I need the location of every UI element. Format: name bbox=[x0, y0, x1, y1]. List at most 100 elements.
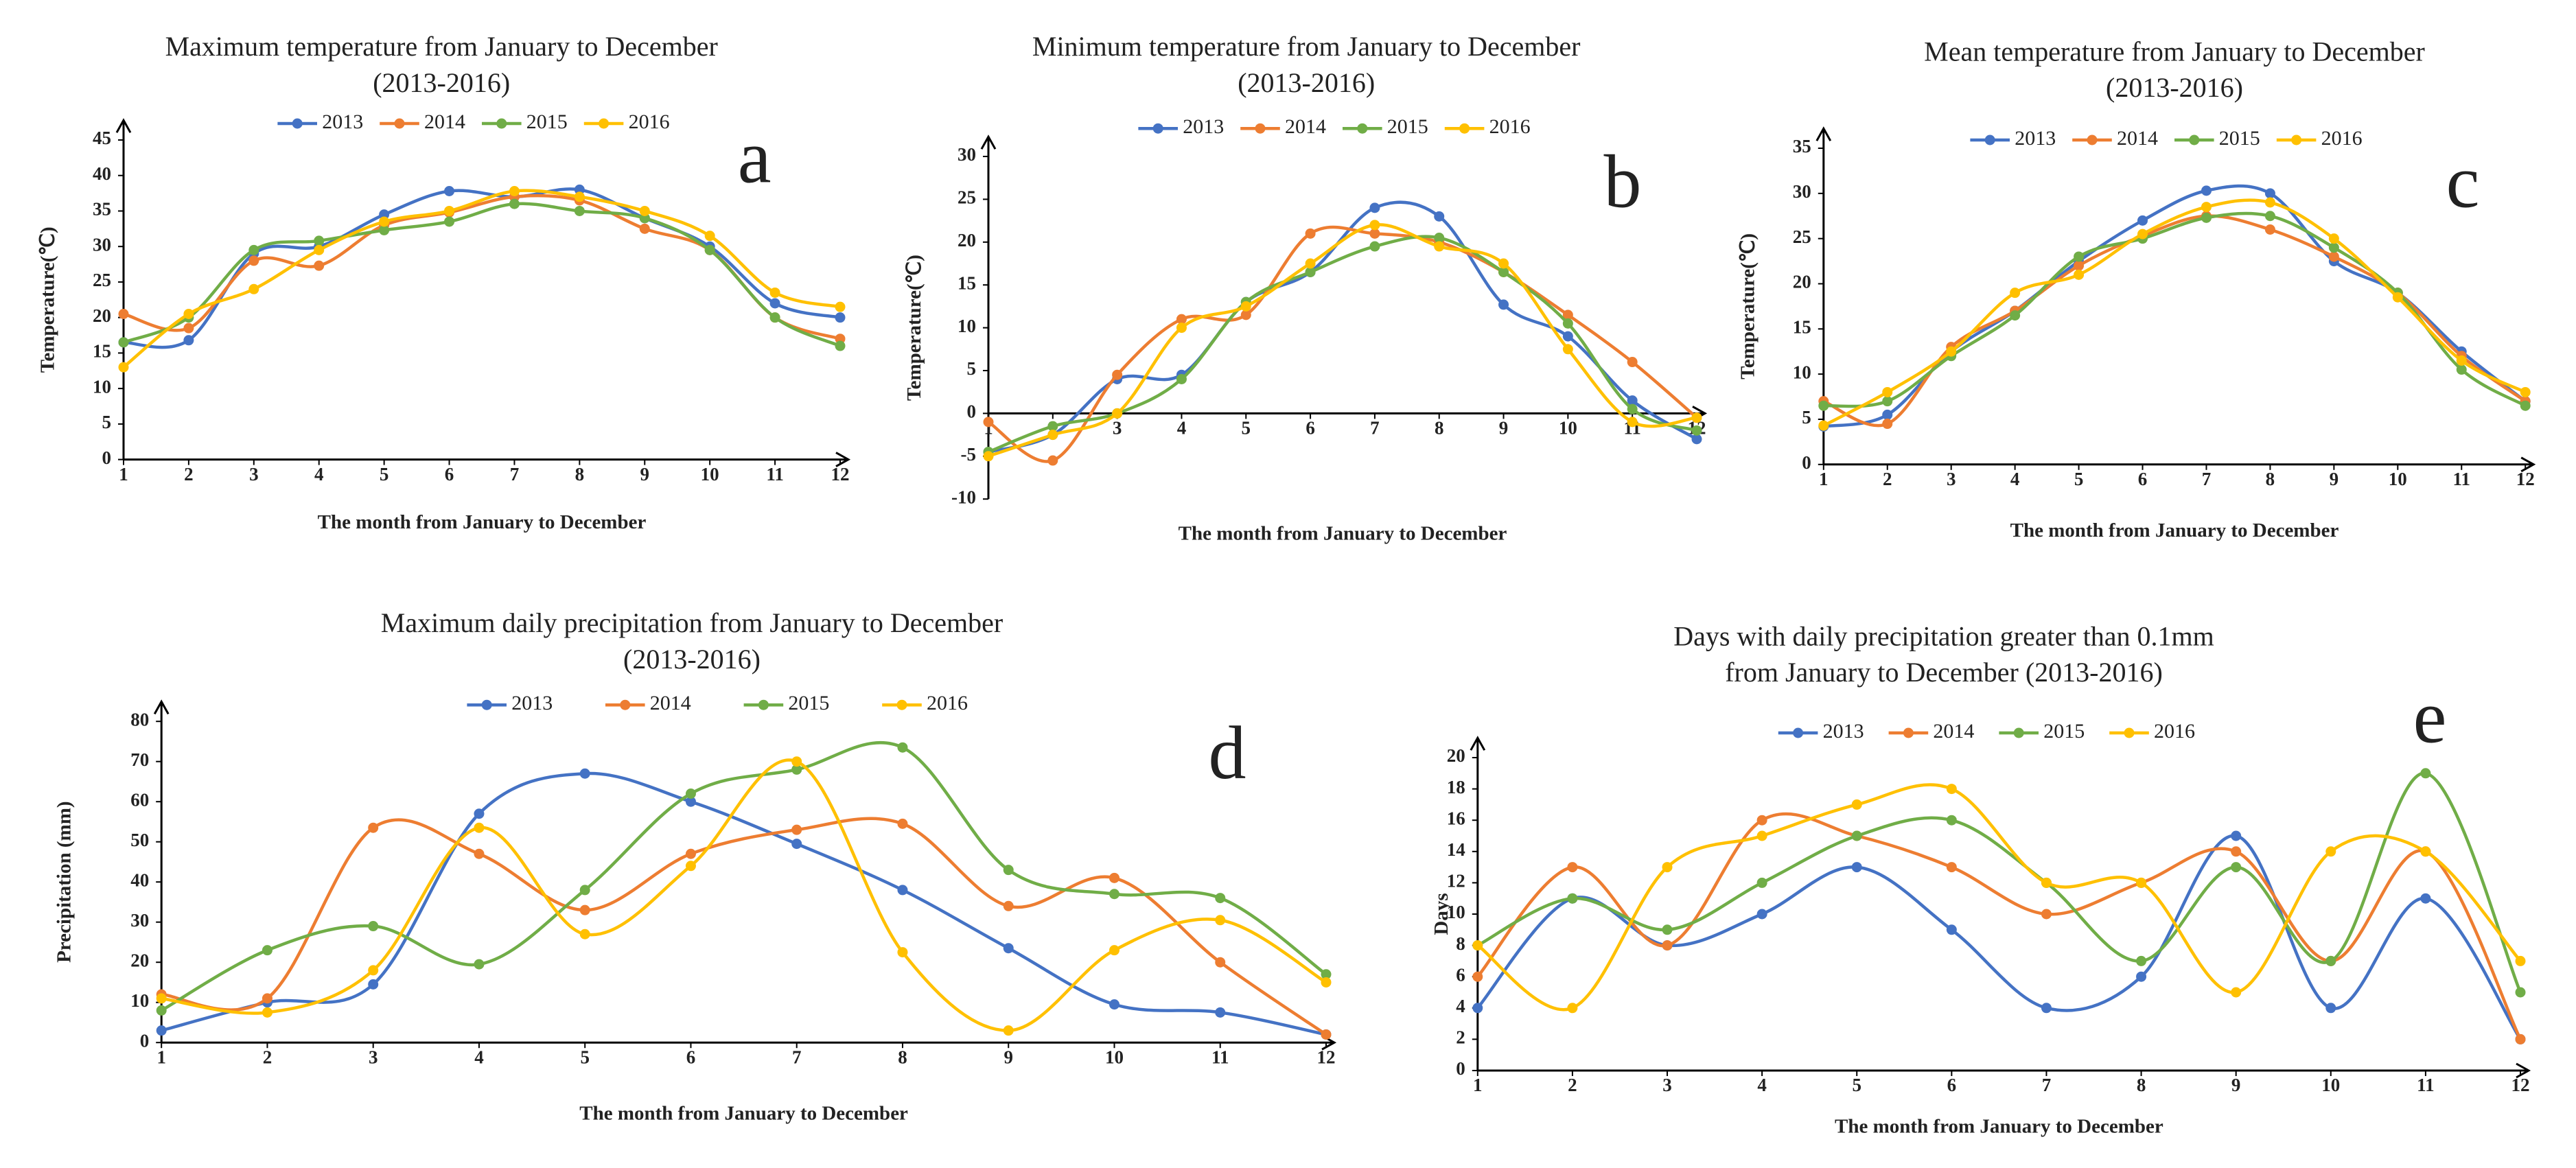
x-tick-label: 2 bbox=[184, 464, 194, 484]
point bbox=[1662, 924, 1673, 935]
legend-label: 2015 bbox=[2043, 720, 2085, 743]
legend-marker bbox=[620, 699, 631, 710]
x-tick-label: 7 bbox=[2042, 1075, 2052, 1095]
x-tick-label: 11 bbox=[766, 464, 784, 484]
panel-label: e bbox=[2413, 675, 2447, 758]
x-axis bbox=[124, 452, 851, 467]
series-line bbox=[1476, 771, 2522, 993]
y-tick-label: 30 bbox=[93, 234, 111, 255]
x-tick-label: 5 bbox=[1242, 418, 1251, 439]
point bbox=[1567, 1003, 1578, 1014]
series-line bbox=[1476, 812, 2522, 1040]
series-line bbox=[122, 189, 841, 369]
point bbox=[1498, 266, 1509, 277]
point bbox=[1882, 386, 1893, 397]
x-tick-label: 3 bbox=[1662, 1075, 1672, 1095]
point bbox=[2136, 955, 2147, 966]
x-tick-label: 10 bbox=[2321, 1075, 2340, 1095]
point bbox=[579, 928, 590, 939]
point bbox=[1562, 309, 1573, 320]
point bbox=[1851, 862, 1862, 873]
point bbox=[474, 959, 485, 970]
point bbox=[1305, 228, 1316, 239]
series-line bbox=[987, 225, 1698, 463]
legend-label: 2015 bbox=[2219, 127, 2260, 150]
chart-panel: Minimum temperature from January to Dece… bbox=[903, 31, 1708, 545]
point bbox=[1882, 396, 1893, 407]
y-tick-label: 5 bbox=[102, 412, 112, 432]
point bbox=[1112, 408, 1123, 419]
x-axis-label: The month from January to December bbox=[1179, 523, 1507, 545]
y-tick-label: 12 bbox=[1447, 871, 1465, 891]
legend-label: 2015 bbox=[526, 110, 568, 133]
point bbox=[183, 335, 194, 346]
point bbox=[897, 947, 908, 958]
point bbox=[248, 283, 259, 294]
y-tick-label: 16 bbox=[1447, 808, 1465, 828]
legend-label: 2014 bbox=[424, 110, 465, 133]
y-tick-label: 35 bbox=[93, 199, 111, 220]
x-tick-label: 8 bbox=[2137, 1075, 2146, 1095]
point bbox=[183, 308, 194, 319]
x-tick-label: 9 bbox=[2231, 1075, 2241, 1095]
chart-panel: Maximum daily precipitation from January… bbox=[54, 607, 1337, 1124]
point bbox=[509, 185, 520, 196]
legend-label: 2014 bbox=[2117, 127, 2158, 150]
legend-label: 2013 bbox=[1823, 720, 1864, 743]
y-tick-label: 50 bbox=[130, 830, 149, 850]
y-tick-label: 10 bbox=[93, 376, 111, 397]
x-tick-label: 10 bbox=[701, 464, 719, 484]
point bbox=[1434, 211, 1445, 222]
y-tick-label: 60 bbox=[130, 789, 149, 810]
point bbox=[156, 1025, 167, 1036]
x-tick-label: 1 bbox=[1819, 469, 1829, 489]
point bbox=[2201, 185, 2212, 196]
point bbox=[1756, 815, 1767, 826]
point bbox=[2325, 955, 2336, 966]
y-tick-label: 20 bbox=[1793, 272, 1811, 292]
y-tick-label: 0 bbox=[140, 1030, 150, 1051]
point bbox=[897, 818, 908, 829]
point bbox=[1946, 924, 1957, 935]
y-tick-label: 15 bbox=[1793, 317, 1811, 338]
point bbox=[1627, 357, 1638, 368]
y-tick-label: 18 bbox=[1447, 777, 1465, 797]
point bbox=[1240, 301, 1251, 312]
x-tick-label: 4 bbox=[1177, 418, 1187, 439]
x-tick-label: 12 bbox=[1317, 1047, 1336, 1067]
point bbox=[2041, 1003, 2052, 1014]
legend-marker bbox=[292, 118, 303, 129]
y-axis-label: Precipitation (mm) bbox=[54, 801, 76, 962]
point bbox=[444, 185, 455, 196]
point bbox=[685, 861, 696, 872]
series-line bbox=[1822, 198, 2527, 428]
y-tick-label: 0 bbox=[967, 401, 977, 422]
legend-label: 2015 bbox=[1387, 115, 1428, 138]
point bbox=[579, 885, 590, 896]
legend-marker bbox=[2013, 727, 2024, 738]
point bbox=[1305, 258, 1316, 269]
point bbox=[1562, 318, 1573, 329]
y-axis bbox=[115, 118, 132, 460]
point bbox=[118, 337, 129, 348]
point bbox=[368, 979, 379, 990]
point bbox=[1472, 971, 1483, 982]
legend-label: 2014 bbox=[650, 692, 691, 714]
point bbox=[2231, 987, 2242, 998]
point bbox=[1756, 830, 1767, 841]
point bbox=[2010, 288, 2021, 299]
y-tick-label: 80 bbox=[130, 709, 149, 729]
y-tick-label: 0 bbox=[1456, 1058, 1465, 1079]
y-tick-label: 0 bbox=[102, 447, 112, 468]
point bbox=[156, 1005, 167, 1016]
legend-marker bbox=[1984, 135, 1995, 145]
point bbox=[1321, 977, 1332, 988]
legend-label: 2013 bbox=[1183, 115, 1224, 138]
x-tick-label: 3 bbox=[1947, 469, 1956, 489]
x-tick-label: 5 bbox=[2074, 469, 2084, 489]
point bbox=[2264, 224, 2275, 235]
point bbox=[897, 742, 908, 753]
legend-marker bbox=[1357, 123, 1368, 134]
point bbox=[1109, 872, 1119, 883]
